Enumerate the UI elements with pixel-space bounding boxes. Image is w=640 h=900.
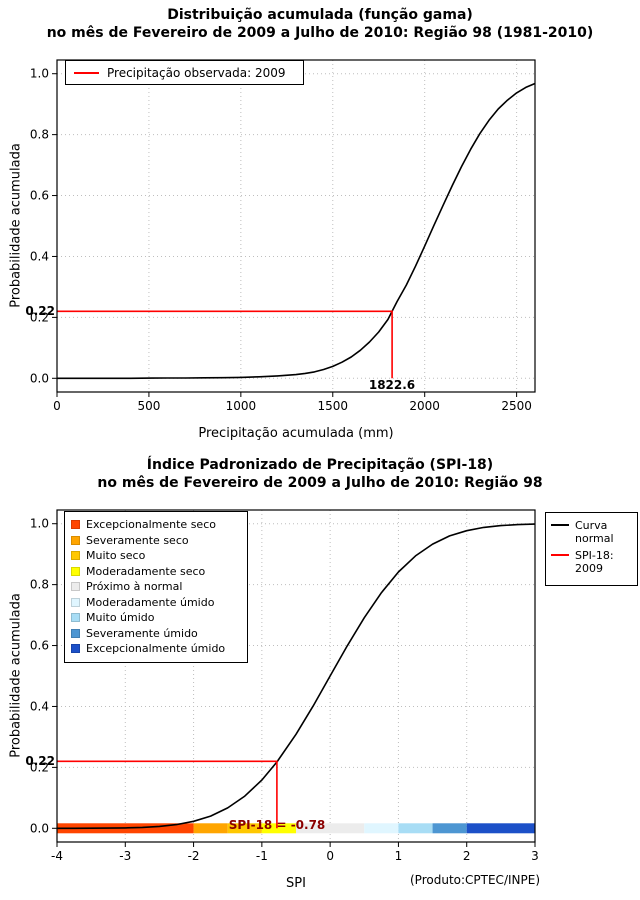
svg-text:1000: 1000 — [226, 399, 257, 413]
legend-item: Severamente seco — [71, 533, 241, 549]
legend-item: Excepcionalmente úmido — [71, 641, 241, 657]
category-label: Severamente seco — [86, 533, 189, 547]
svg-text:0.6: 0.6 — [30, 639, 49, 653]
chart1-title: Distribuição acumulada (função gama) — [167, 7, 473, 23]
producer-credit: (Produto:CPTEC/INPE) — [410, 873, 540, 887]
svg-text:1.0: 1.0 — [30, 517, 49, 531]
category-label: Severamente úmido — [86, 626, 198, 640]
svg-text:0.2: 0.2 — [30, 760, 49, 774]
spi-line-swatch — [551, 554, 569, 556]
spi-curve-legend: Curva normal SPI-18: 2009 — [545, 512, 638, 586]
svg-text:-3: -3 — [119, 849, 131, 863]
svg-text:2500: 2500 — [501, 399, 532, 413]
category-color-swatch — [71, 597, 80, 607]
svg-text:0.8: 0.8 — [30, 578, 49, 592]
observed-line-swatch — [74, 71, 99, 74]
category-label: Excepcionalmente seco — [86, 518, 216, 532]
normal-curve-swatch — [551, 524, 569, 526]
category-color-swatch — [71, 628, 80, 638]
category-label: Moderadamente úmido — [86, 595, 215, 609]
legend-item: Moderadamente úmido — [71, 595, 241, 611]
category-color-swatch — [71, 551, 80, 561]
chart1-legend: Precipitação observada: 2009 — [65, 60, 304, 85]
chart2-x-axis-label: SPI — [286, 876, 306, 891]
legend-item: Muito úmido — [71, 610, 241, 626]
spi-value-annotation: SPI-18 = -0.78 — [228, 818, 326, 832]
chart1-x-axis-label: Precipitação acumulada (mm) — [198, 426, 394, 441]
category-color-swatch — [71, 566, 80, 576]
spi-chart: -4 -3 -2 -1 0 1 2 3 0.0 0.2 0.4 0.6 0.8 1.0 Índice Pa… — [0, 450, 640, 900]
category-color-swatch — [71, 520, 80, 530]
spi-cdf-plot-canvas: -4 -3 -2 -1 0 1 2 3 0.0 0.2 0.4 0.6 0.8 1.0 — [30, 509, 539, 863]
svg-text:0.4: 0.4 — [30, 699, 49, 713]
category-label: Excepcionalmente úmido — [86, 642, 226, 656]
normal-curve-label: Curva normal — [575, 519, 614, 545]
svg-text:0.4: 0.4 — [30, 249, 49, 263]
svg-text:-2: -2 — [188, 849, 200, 863]
chart2-subtitle: no mês de Fevereiro de 2009 a Julho de 2… — [97, 475, 543, 491]
legend-item: Próximo à normal — [71, 579, 241, 595]
svg-text:2: 2 — [463, 849, 471, 863]
svg-text:500: 500 — [137, 399, 160, 413]
svg-text:3: 3 — [531, 849, 539, 863]
svg-text:-1: -1 — [256, 849, 268, 863]
svg-text:0.0: 0.0 — [30, 371, 49, 385]
svg-text:0: 0 — [53, 399, 61, 413]
spi-category-legend: Excepcionalmente seco Severamente seco Mui… — [64, 511, 248, 663]
gamma-cdf-plot-canvas: 0 500 1000 1500 2000 2500 0.0 0.2 0.4 0.6 0.8 1.0 — [30, 59, 536, 413]
svg-text:1.0: 1.0 — [30, 67, 49, 81]
chart1-subtitle: no mês de Fevereiro de 2009 a Julho de 2… — [46, 25, 594, 41]
legend-item: Moderadamente seco — [71, 564, 241, 580]
category-color-swatch — [71, 613, 80, 623]
category-label: Muito seco — [86, 549, 146, 563]
legend-item: Severamente úmido — [71, 626, 241, 642]
svg-text:0.2: 0.2 — [30, 310, 49, 324]
probability-value-annotation: 0.22 — [25, 754, 55, 768]
legend-item: Curva normal — [551, 519, 632, 545]
observed-line-label: Precipitação observada: 2009 — [107, 65, 286, 80]
category-label: Muito úmido — [86, 611, 155, 625]
category-color-swatch — [71, 644, 80, 654]
chart1-y-axis-label: Probabilidade acumulada — [8, 143, 24, 308]
chart2-y-axis-label: Probabilidade acumulada — [8, 593, 24, 758]
gamma-distribution-chart: 0 500 1000 1500 2000 2500 0.0 0.2 0.4 0.6 0.8 1.0 D… — [8, 7, 594, 441]
legend-item: SPI-18: 2009 — [551, 549, 632, 575]
svg-text:1500: 1500 — [317, 399, 348, 413]
spi-line-label: SPI-18: 2009 — [575, 549, 614, 575]
precipitation-value-annotation: 1822.6 — [368, 378, 416, 392]
svg-text:0: 0 — [326, 849, 334, 863]
svg-text:1: 1 — [395, 849, 403, 863]
svg-text:2000: 2000 — [409, 399, 440, 413]
chart2-title: Índice Padronizado de Precipitação (SPI-… — [146, 457, 494, 473]
legend-item: Excepcionalmente seco — [71, 517, 241, 533]
category-color-swatch — [71, 582, 80, 592]
svg-text:-4: -4 — [51, 849, 63, 863]
category-label: Próximo à normal — [86, 580, 183, 594]
svg-text:0.8: 0.8 — [30, 128, 49, 142]
svg-text:0.6: 0.6 — [30, 189, 49, 203]
svg-text:0.0: 0.0 — [30, 821, 49, 835]
category-color-swatch — [71, 535, 80, 545]
probability-value-annotation: 0.22 — [25, 304, 55, 318]
category-label: Moderadamente seco — [86, 564, 206, 578]
legend-item: Muito seco — [71, 548, 241, 564]
